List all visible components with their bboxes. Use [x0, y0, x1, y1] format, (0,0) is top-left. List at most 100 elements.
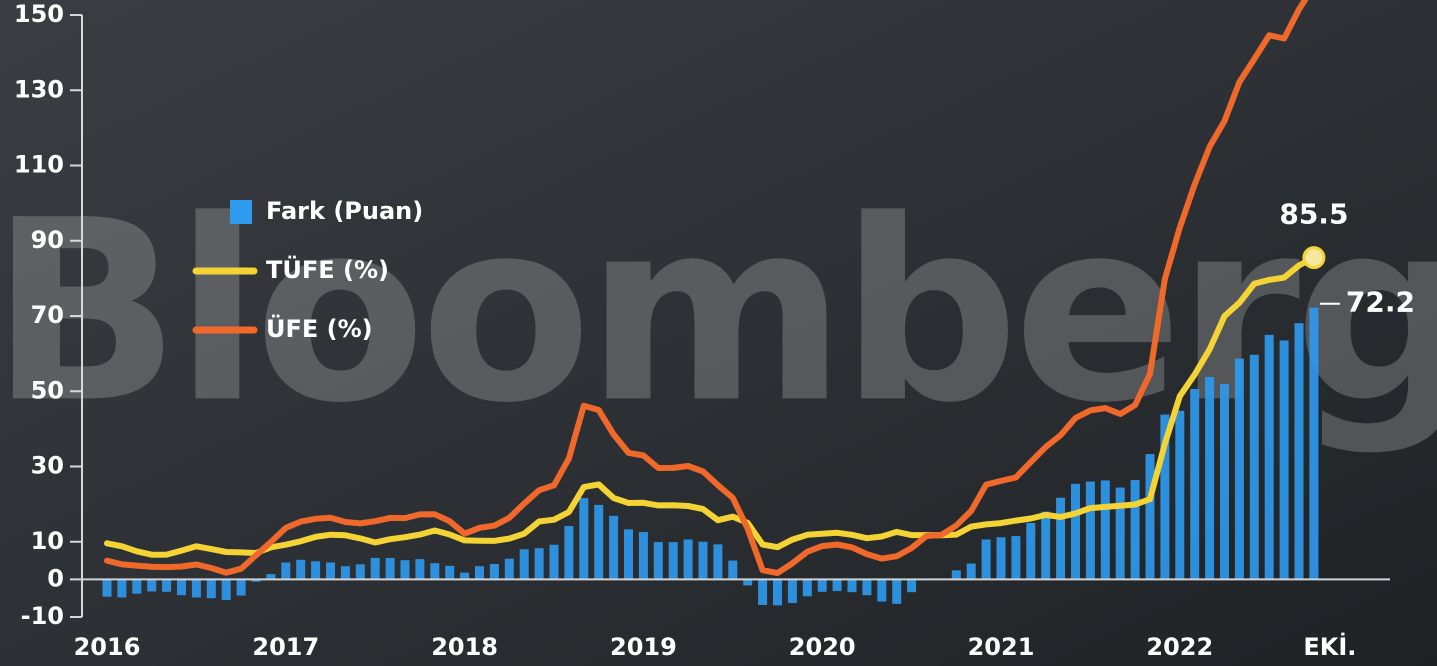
x-tick-label: 2017 [252, 633, 319, 661]
bar [1160, 414, 1170, 580]
bar [1294, 323, 1304, 580]
bar [221, 579, 231, 601]
bar [475, 566, 484, 580]
y-tick-label: 0 [47, 564, 64, 592]
y-tick-label: 10 [31, 527, 64, 555]
bar [415, 559, 425, 580]
bar [564, 525, 574, 580]
bar [713, 544, 723, 580]
bar [534, 548, 544, 580]
bar [728, 560, 738, 580]
end-label: 72.2 [1346, 286, 1415, 319]
legend-label: Fark (Puan) [266, 197, 423, 225]
bar [758, 579, 768, 605]
bar [1220, 384, 1229, 580]
bar [892, 579, 902, 604]
bar [1085, 481, 1095, 580]
bar [400, 560, 410, 580]
bar [1115, 487, 1125, 580]
bar [951, 570, 961, 580]
x-tick-label: 2020 [789, 633, 856, 661]
line [104, 254, 1317, 558]
x-tick-label: 2021 [968, 633, 1035, 661]
y-tick-label: 110 [14, 151, 64, 179]
bar [862, 579, 872, 596]
bar [1264, 334, 1274, 580]
bar [1249, 354, 1259, 580]
bar [1026, 522, 1036, 580]
bar [340, 566, 350, 580]
y-tick-label: -10 [21, 602, 64, 630]
x-tick-label: EKİ. [1303, 632, 1356, 661]
bar [445, 565, 455, 580]
bar [370, 557, 380, 580]
bar [683, 539, 693, 580]
bar [1011, 536, 1021, 580]
bar [147, 579, 157, 592]
bar [877, 579, 887, 602]
bar [832, 579, 842, 592]
bar [698, 541, 708, 580]
bar [594, 504, 604, 580]
bar [907, 579, 917, 593]
bar [1145, 454, 1155, 580]
bar [430, 563, 440, 580]
bar [1279, 340, 1289, 580]
x-tick-label: 2019 [610, 633, 677, 661]
bar [1041, 511, 1051, 580]
bar [132, 579, 142, 594]
y-tick-label: 130 [14, 75, 64, 103]
bar [1071, 483, 1080, 580]
bar [743, 579, 753, 586]
bar [847, 579, 857, 593]
bar [624, 529, 633, 580]
end-marker [1302, 246, 1326, 270]
bar [1100, 480, 1110, 580]
bar [1309, 307, 1319, 580]
bar [117, 579, 127, 598]
bar [1130, 480, 1140, 580]
bar [996, 537, 1006, 580]
bar [981, 539, 991, 580]
bar [236, 579, 246, 596]
bar [281, 562, 291, 580]
bar [579, 498, 589, 580]
bar [549, 544, 559, 580]
bar [519, 549, 529, 580]
bar [162, 579, 172, 592]
bar [460, 572, 470, 580]
bar [191, 579, 201, 598]
bar [653, 542, 663, 580]
bar [504, 558, 514, 580]
bar [102, 579, 112, 597]
bar [355, 564, 365, 580]
bar [311, 561, 321, 580]
bar [1234, 358, 1244, 580]
bar [1056, 497, 1066, 580]
bar [326, 562, 335, 580]
bar [787, 579, 797, 604]
y-tick-label: 30 [31, 452, 64, 480]
x-tick-label: 2018 [431, 633, 498, 661]
x-tick-label: 2022 [1146, 633, 1213, 661]
bar [609, 515, 619, 580]
bar [177, 579, 186, 596]
bar [1175, 410, 1185, 580]
bar [489, 563, 499, 580]
bar [966, 563, 976, 580]
x-tick-label: 2016 [74, 633, 141, 661]
bar [266, 574, 276, 580]
bar [385, 557, 395, 580]
y-tick-label: 50 [31, 376, 64, 404]
bar [206, 579, 216, 599]
y-tick-label: 70 [31, 301, 64, 329]
bar [638, 531, 648, 580]
bar [802, 579, 812, 597]
bar [251, 579, 261, 582]
y-tick-label: 90 [31, 226, 64, 254]
end-label: 85.5 [1279, 198, 1348, 231]
legend-swatch [230, 200, 252, 224]
bar [817, 579, 827, 592]
bar [773, 579, 782, 606]
